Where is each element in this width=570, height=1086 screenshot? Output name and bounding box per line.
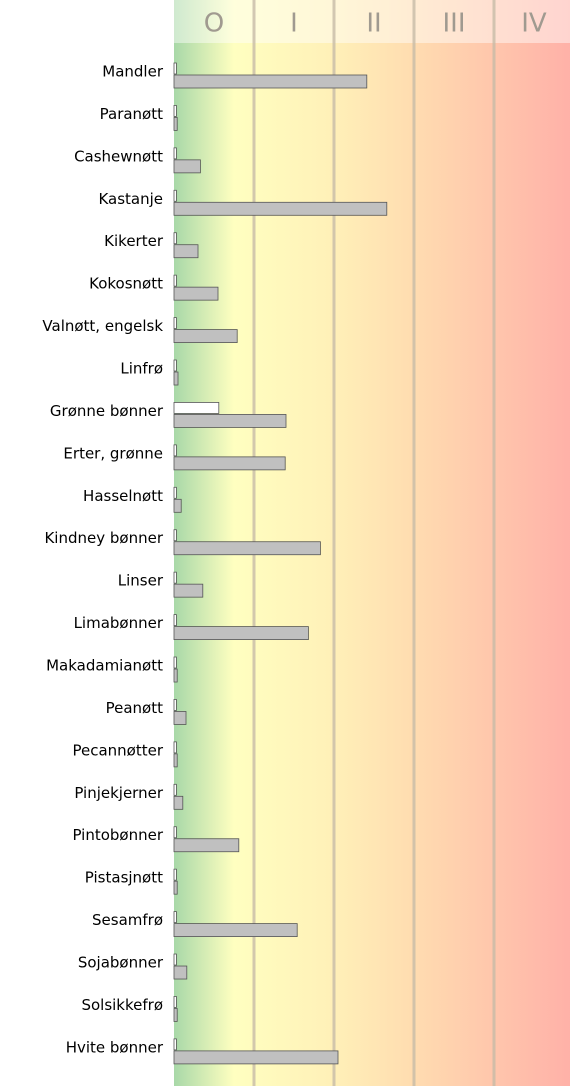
bar — [173, 583, 204, 598]
category-label: Pintobønner — [72, 826, 163, 844]
category-label: Grønne bønner — [50, 402, 164, 420]
bar — [173, 359, 177, 372]
bar — [173, 1008, 178, 1022]
bar — [173, 614, 177, 626]
bar — [173, 753, 178, 768]
bar — [173, 371, 179, 386]
bar — [173, 783, 177, 796]
bar — [173, 244, 199, 259]
bar — [173, 795, 184, 810]
category-label: Pecannøtter — [72, 741, 163, 759]
bar — [173, 329, 238, 343]
category-label: Pinjekjerner — [74, 784, 164, 802]
bar — [173, 74, 368, 89]
bar — [173, 699, 177, 711]
bar — [173, 117, 178, 131]
bar — [173, 923, 298, 937]
bar — [173, 105, 177, 117]
bar — [173, 541, 321, 556]
category-label: Sojabønner — [78, 954, 164, 972]
bar — [173, 1050, 339, 1065]
band-label: I — [290, 9, 298, 39]
bar — [173, 498, 182, 513]
bar — [173, 826, 177, 839]
band-label: IV — [521, 9, 547, 39]
bar — [173, 996, 177, 1008]
bar — [173, 414, 287, 428]
bar — [173, 1038, 177, 1051]
bar — [173, 147, 177, 160]
bar — [173, 868, 177, 881]
category-label: Mandler — [102, 63, 164, 81]
bar — [173, 232, 177, 245]
category-label: Linfrø — [120, 360, 163, 378]
bar — [173, 965, 188, 980]
bar — [173, 62, 177, 75]
category-label: Sesamfrø — [92, 911, 163, 929]
category-label: Kikerter — [104, 232, 164, 250]
bar — [173, 571, 177, 584]
bar — [173, 668, 178, 683]
bar — [173, 911, 177, 923]
bar — [173, 402, 220, 414]
bar — [173, 317, 177, 329]
bar — [173, 953, 177, 966]
bar — [173, 159, 201, 174]
bar — [173, 486, 177, 499]
bar — [173, 456, 286, 471]
category-label: Linser — [118, 572, 164, 590]
band-label: III — [442, 9, 465, 39]
category-label: Hasselnøtt — [83, 487, 163, 505]
bar — [173, 189, 177, 202]
bar — [173, 741, 177, 754]
bar — [173, 880, 178, 895]
header-strip — [174, 0, 570, 43]
category-label: Erter, grønne — [63, 444, 163, 462]
bar — [173, 711, 187, 725]
category-label: Kastanje — [98, 190, 163, 208]
category-label: Cashewnøtt — [74, 147, 163, 165]
category-label: Makadamianøtt — [46, 657, 163, 675]
bar — [173, 529, 177, 542]
category-label: Valnøtt, engelsk — [42, 317, 163, 335]
bar — [173, 444, 177, 457]
bar — [173, 201, 388, 216]
category-label: Pistasjnøtt — [85, 869, 163, 887]
category-label: Kindney bønner — [44, 529, 163, 547]
bar — [173, 286, 219, 301]
category-label: Hvite bønner — [66, 1038, 164, 1056]
category-label: Peanøtt — [106, 699, 163, 717]
bar — [173, 626, 309, 640]
bar — [173, 838, 240, 853]
category-label: Solsikkefrø — [81, 996, 163, 1014]
category-label: Kokosnøtt — [89, 275, 163, 293]
bar — [173, 656, 177, 669]
category-label: Paranøtt — [100, 105, 163, 123]
band-label: II — [366, 9, 381, 39]
category-label: Limabønner — [74, 614, 164, 632]
band-label: O — [204, 9, 224, 39]
bar — [173, 274, 177, 287]
